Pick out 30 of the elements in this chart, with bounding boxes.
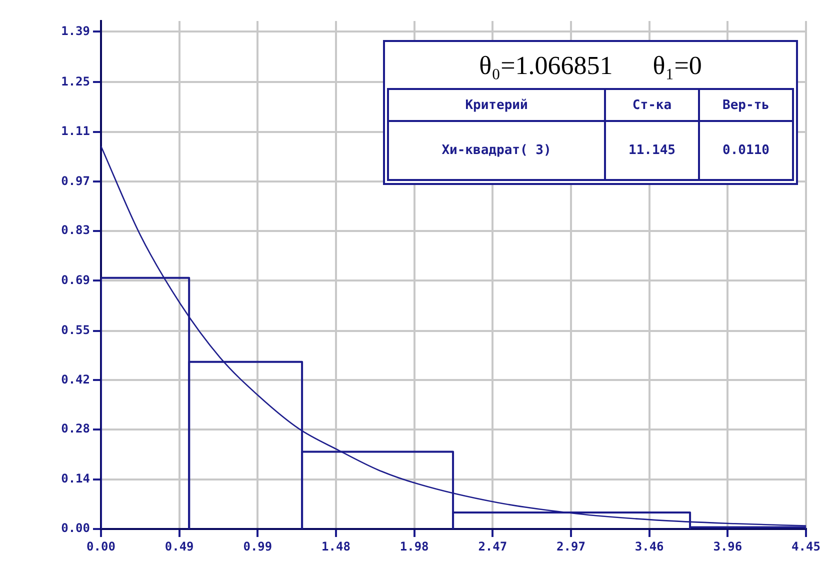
annotation: Вер-ть <box>699 89 793 121</box>
y-tick-label: 1.39 <box>61 24 90 38</box>
x-tick-label: 0.99 <box>243 539 272 554</box>
annotation: θ₁=0 <box>652 51 702 81</box>
annotation: 11.145 <box>605 121 699 180</box>
x-tick-label: 3.46 <box>634 539 664 554</box>
x-tick-label: 1.48 <box>322 539 350 554</box>
annotation: Критерий <box>388 89 605 121</box>
y-tick-label: 1.25 <box>61 74 90 88</box>
y-tick-label: 1.11 <box>61 124 90 138</box>
x-tick-label: 0.49 <box>164 539 194 554</box>
annotation: 0.0110 <box>699 121 793 180</box>
x-tick-label: 4.45 <box>792 539 820 554</box>
x-tick-label: 0.00 <box>86 539 116 554</box>
annotation: Хи-квадрат( 3) <box>388 121 605 180</box>
y-tick-label: 0.14 <box>61 471 90 486</box>
annotation: θ₀=1.066851 <box>479 51 613 81</box>
y-tick-label: 0.97 <box>61 174 90 188</box>
y-tick-label: 0.42 <box>61 372 90 386</box>
y-tick-label: 0.55 <box>61 322 90 337</box>
annotation: Ст-ка <box>605 89 699 121</box>
x-tick-label: 3.96 <box>713 539 742 554</box>
x-tick-label: 2.97 <box>556 539 586 554</box>
y-tick-label: 0.00 <box>61 521 90 536</box>
y-tick-label: 0.69 <box>61 272 90 287</box>
x-tick-label: 1.98 <box>400 539 429 554</box>
y-tick-label: 0.83 <box>61 223 90 238</box>
x-tick-label: 2.47 <box>478 539 508 554</box>
line-series <box>101 146 806 526</box>
y-tick-label: 0.28 <box>61 422 90 436</box>
